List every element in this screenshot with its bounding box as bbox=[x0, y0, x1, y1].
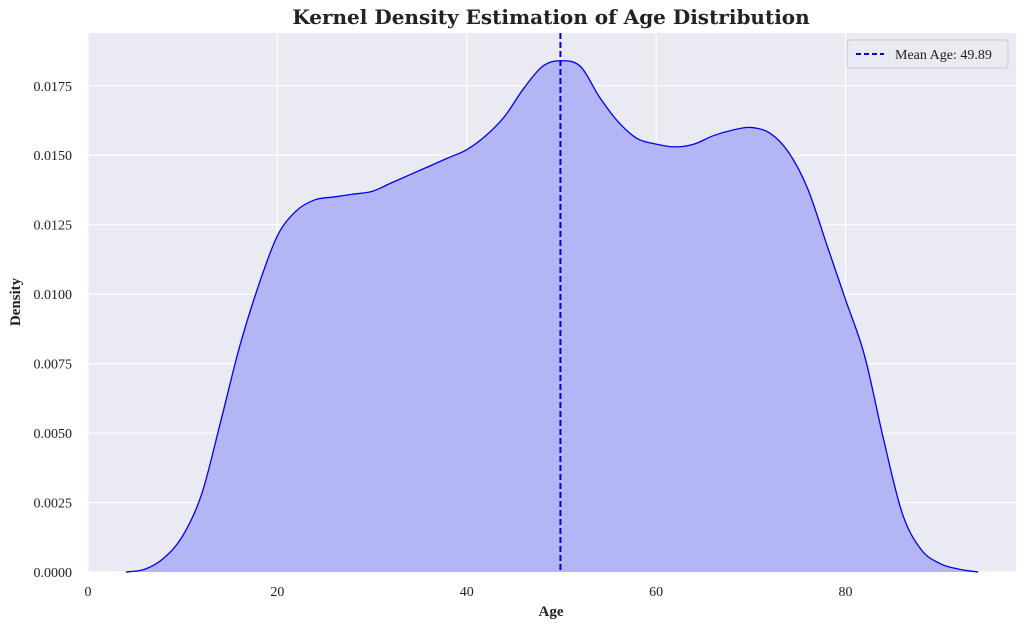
legend-box bbox=[846, 39, 1009, 69]
y-tick-label: 0.0100 bbox=[34, 288, 73, 303]
x-tick-label: 0 bbox=[85, 585, 92, 600]
y-tick-label: 0.0050 bbox=[34, 427, 73, 442]
legend-mean-label: Mean Age: 49.89 bbox=[895, 48, 992, 63]
legend: Mean Age: 49.89 bbox=[846, 39, 1009, 69]
x-axis-label: Age bbox=[539, 604, 564, 620]
density-area-fill bbox=[125, 60, 979, 573]
x-tick-label: 20 bbox=[270, 585, 284, 600]
density-curve-line bbox=[125, 60, 979, 573]
y-tick-label: 0.0175 bbox=[34, 80, 73, 95]
y-tick-label: 0.0000 bbox=[34, 566, 73, 581]
y-tick-label: 0.0075 bbox=[34, 358, 73, 373]
x-tick-label: 60 bbox=[649, 585, 663, 600]
y-tick-label: 0.0025 bbox=[34, 497, 73, 512]
y-tick-labels: 0.0000 0.0025 0.0050 0.0075 0.0100 0.0125 0.01… bbox=[34, 80, 73, 581]
y-tick-label: 0.0150 bbox=[34, 149, 73, 164]
x-tick-label: 80 bbox=[839, 585, 853, 600]
x-tick-labels: 0 20 40 60 80 bbox=[85, 585, 853, 600]
y-tick-label: 0.0125 bbox=[34, 219, 73, 234]
x-tick-label: 40 bbox=[460, 585, 474, 600]
y-axis-label: Density bbox=[8, 277, 24, 326]
chart-title: Kernel Density Estimation of Age Distrib… bbox=[292, 5, 810, 29]
